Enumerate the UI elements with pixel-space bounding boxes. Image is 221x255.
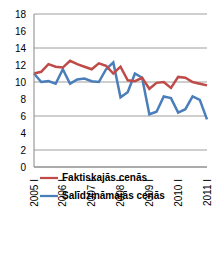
svg-text:2009 I: 2009 I [144,179,155,207]
svg-text:8: 8 [20,94,26,105]
svg-text:10: 10 [15,77,27,88]
svg-text:6: 6 [20,111,26,122]
svg-text:2007 I: 2007 I [86,179,97,207]
svg-text:2006 I: 2006 I [57,179,68,207]
svg-text:2008 I: 2008 I [115,179,126,207]
svg-text:2011 I: 2011 I [202,179,213,206]
svg-text:0: 0 [20,162,26,173]
svg-text:2005 I: 2005 I [29,179,40,207]
svg-text:4: 4 [20,128,26,139]
svg-text:12: 12 [15,60,27,71]
svg-text:16: 16 [15,26,27,37]
svg-text:14: 14 [15,43,27,54]
svg-text:18: 18 [15,9,27,20]
svg-text:2: 2 [20,145,26,156]
svg-text:2010 I: 2010 I [173,179,184,207]
